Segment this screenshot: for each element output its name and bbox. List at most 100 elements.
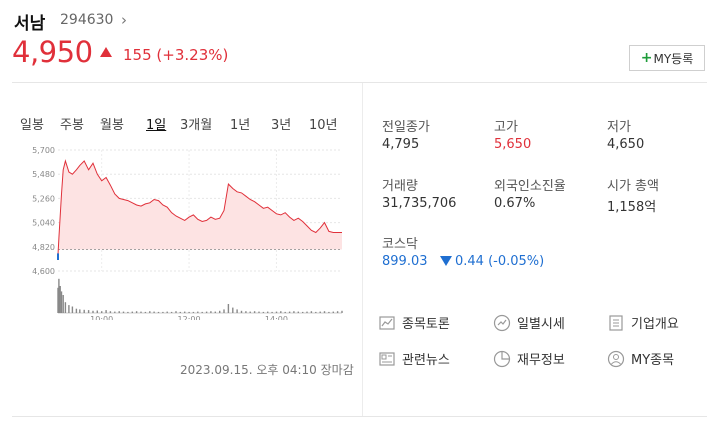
volume-bar [68,305,70,313]
index-change: 0.44 (-0.05%) [440,254,544,269]
y-tick-label: 5,700 [32,146,55,155]
volume-bar [83,309,85,313]
chevron-right-icon[interactable]: › [121,11,127,29]
volume-bar [227,304,230,313]
tab-1-day[interactable]: 1일 [146,118,167,133]
link-financial-info[interactable]: 재무정보 [493,349,565,368]
my-register-button[interactable]: + MY등록 [629,45,705,71]
volume-bar [323,311,326,313]
link-related-news[interactable]: 관련뉴스 [378,349,450,368]
volume-bar [205,311,208,313]
tab-daily-candle[interactable]: 일봉 [20,118,44,133]
volume-bar [310,311,313,313]
link-label: MY종목 [631,353,675,368]
volume-bar [105,310,107,313]
volume-label: 거래량 [382,179,418,194]
volume-bar [58,278,60,313]
volume-bar [170,311,173,313]
volume-bar [101,311,103,313]
volume-bar [240,310,243,313]
volume-bar [197,311,199,313]
volume-bar [109,311,112,313]
high-label: 고가 [494,120,518,135]
tab-weekly-candle[interactable]: 주봉 [60,118,84,133]
pie-chart-icon [493,350,511,367]
volume-bar [319,311,321,313]
volume-bar [114,311,116,313]
index-change-text: 0.44 (-0.05%) [455,254,545,269]
link-label: 일별시세 [517,317,565,332]
link-label: 재무정보 [517,353,565,368]
up-triangle-icon [100,47,112,57]
tab-monthly-candle[interactable]: 월봉 [100,118,124,133]
index-value: 899.03 [382,254,428,269]
tab-3-months[interactable]: 3개월 [180,118,213,133]
y-tick-label: 5,260 [32,194,55,203]
divider-vertical [362,83,363,416]
y-tick-label: 4,600 [32,267,55,276]
chart-board-icon [379,315,395,330]
y-tick-label: 4,820 [32,243,55,252]
document-icon [609,314,623,331]
volume-bar [175,311,177,313]
volume-bar [232,307,234,313]
volume-bar [122,311,125,313]
low-value: 4,650 [607,137,645,152]
intraday-chart[interactable]: 5,700 5,480 5,260 5,040 4,820 4,600 10:00 12:00… [28,145,346,320]
down-triangle-icon [440,256,452,266]
volume-bar [135,311,138,313]
volume-bar [71,306,74,313]
link-my-stocks[interactable]: MY종목 [607,349,674,368]
volume-bar [236,309,238,313]
high-value: 5,650 [494,137,532,152]
price-area [58,161,342,255]
change-percent: (+3.23%) [156,46,229,64]
prev-close-value: 4,795 [382,137,420,152]
volume-bar [302,311,304,313]
link-daily-price[interactable]: 일별시세 [493,313,565,332]
plus-icon: + [640,50,653,66]
tab-3-years[interactable]: 3년 [271,118,292,133]
link-label: 관련뉴스 [402,353,450,368]
volume-bar [192,311,195,313]
link-label: 기업개요 [631,317,679,332]
tab-10-years[interactable]: 10년 [309,118,338,133]
volume-bar [249,311,251,313]
trend-icon [493,314,511,331]
volume-bar [140,311,142,313]
stock-name[interactable]: 서남 [14,14,46,34]
volume-bar [271,311,273,313]
volume-bar [188,311,190,313]
price-line [57,159,342,255]
tab-1-year[interactable]: 1년 [230,118,251,133]
volume-bar [336,311,339,313]
volume-bar [166,311,168,313]
y-tick-label: 5,480 [32,170,55,179]
volume-bar [275,311,278,313]
index-label: 코스닥 [382,237,418,252]
x-tick-label: 12:00 [178,315,201,320]
volume-bar [79,309,81,313]
volume-bar [127,311,129,313]
volume-bar [253,311,256,313]
price-change: 155 (+3.23%) [123,46,228,64]
volume-bar [280,311,282,313]
prev-close-label: 전일종가 [382,120,430,135]
volume-bar [59,286,61,313]
y-tick-label: 5,040 [32,219,55,228]
foreign-ratio-value: 0.67% [494,196,536,211]
volume-bar [284,311,286,313]
divider-bottom [12,416,707,417]
volume-bar [306,311,308,313]
link-company-overview[interactable]: 기업개요 [607,313,679,332]
volume-bar [96,310,98,313]
link-discussion[interactable]: 종목토론 [378,313,450,332]
market-cap-value: 1,158억 [607,200,657,215]
divider-top [12,82,707,83]
volume-bar [288,311,291,313]
volume-bar [57,287,59,313]
market-cap-label: 시가 총액 [607,179,659,194]
stock-code[interactable]: 294630 [60,12,114,28]
volume-bar [179,311,181,313]
volume-bar [245,311,247,313]
